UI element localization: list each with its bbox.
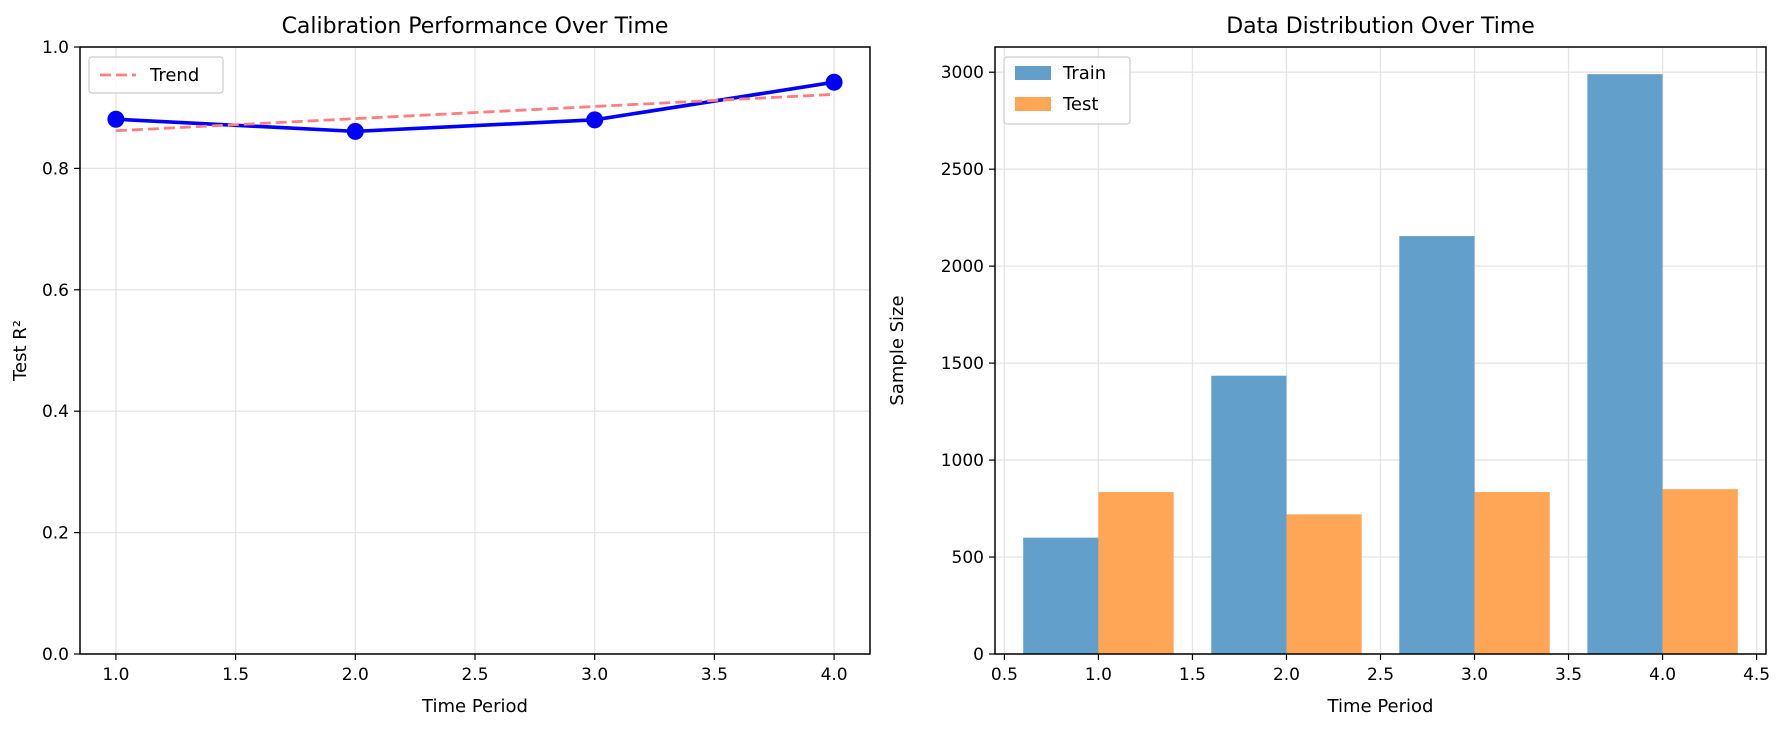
legend-swatch-test: [1015, 97, 1051, 111]
x-tick-label: 3.0: [581, 665, 608, 685]
grid: [80, 46, 870, 655]
y-tick-label: 2000: [941, 257, 984, 277]
y-axis-label: Sample Size: [887, 295, 908, 405]
data-point: [825, 73, 843, 91]
y-tick-label: 1.0: [42, 38, 69, 58]
x-tick-label: 3.5: [701, 665, 728, 685]
x-axis-label: Time Period: [421, 696, 528, 717]
bar-train: [1023, 537, 1099, 654]
x-tick-label: 1.5: [222, 665, 249, 685]
series-line-trend: [115, 92, 835, 133]
y-tick-label: 0: [973, 645, 984, 665]
y-tick-label: 1000: [941, 451, 984, 471]
y-tick-label: 0.6: [42, 281, 69, 301]
x-tick-label: 4.5: [1743, 665, 1770, 685]
legend: Train Test: [1003, 56, 1131, 125]
x-tick-label: 0.5: [991, 665, 1018, 685]
y-tick-label: 500: [952, 548, 984, 568]
x-tick-label: 4.0: [1649, 665, 1676, 685]
x-tick-label: 3.5: [1555, 665, 1582, 685]
y-tick-label: 0.0: [42, 645, 69, 665]
y-tick-label: 2500: [941, 160, 984, 180]
y-tick-label: 0.8: [42, 159, 69, 179]
x-tick-label: 2.0: [1273, 665, 1300, 685]
x-tick-label: 2.5: [1367, 665, 1394, 685]
x-tick-label: 2.0: [342, 665, 369, 685]
y-tick-label: 1500: [941, 354, 984, 374]
legend-label-trend: Trend: [149, 65, 199, 86]
bar-train: [1587, 74, 1663, 655]
legend-swatch-train: [1015, 66, 1051, 80]
plot-area: [1023, 74, 1738, 655]
bar-test: [1098, 492, 1174, 654]
x-tick-label: 2.5: [461, 665, 488, 685]
y-tick-label: 0.4: [42, 402, 69, 422]
x-tick-label: 1.0: [1085, 665, 1112, 685]
y-axis-label: Test R²: [10, 320, 31, 382]
bar-test: [1474, 492, 1550, 654]
x-tick-label: 3.0: [1461, 665, 1488, 685]
y-tick-label: 3000: [941, 63, 984, 83]
legend-label-train: Train: [1062, 63, 1106, 84]
bar-test: [1286, 514, 1362, 654]
x-tick-label: 1.5: [1179, 665, 1206, 685]
bar-test: [1662, 489, 1738, 654]
chart-1: 1.0 1.5 2.0 2.5 3.0 3.5 4.0 0.0 0.2 0.4 0.6 0.8 1.0 C…: [10, 14, 871, 717]
plot-area: [107, 73, 843, 140]
legend: Trend: [88, 56, 224, 94]
y-tick-label: 0.2: [42, 524, 69, 544]
x-axis-label: Time Period: [1327, 696, 1434, 717]
bar-train: [1399, 236, 1475, 654]
data-point: [586, 111, 604, 129]
chart-2: 0.5 1.0 1.5 2.0 2.5 3.0 3.5 4.0 4.5 0 500 1000 1500 2…: [887, 14, 1770, 717]
data-point: [346, 122, 364, 140]
x-tick-label: 1.0: [102, 665, 129, 685]
chart-title: Data Distribution Over Time: [1226, 14, 1535, 39]
legend-label-test: Test: [1062, 94, 1098, 115]
legend-box: [88, 56, 224, 94]
data-point: [107, 110, 125, 128]
chart-title: Calibration Performance Over Time: [282, 14, 669, 39]
bar-train: [1211, 375, 1287, 654]
x-tick-label: 4.0: [821, 665, 848, 685]
